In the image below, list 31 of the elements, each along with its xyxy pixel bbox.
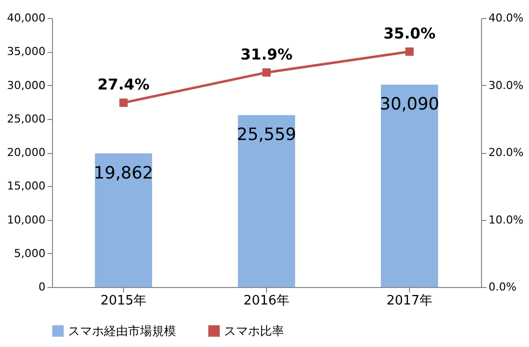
y-tick-label: 25,000 [7, 112, 46, 126]
y-tick-label: 5,000 [14, 246, 46, 260]
y2-tick-label: 10.0% [488, 213, 524, 226]
legend-label: スマホ比率 [224, 324, 284, 338]
point [405, 47, 414, 56]
data-label: 25,559 [236, 125, 296, 146]
y-tick-label: 20,000 [7, 146, 46, 159]
y2-tick-label: 30.0% [488, 78, 524, 92]
bar [94, 153, 152, 287]
x-tick-label: 2016年 [243, 294, 290, 308]
x-tick-label: 2015年 [100, 294, 147, 308]
data-label: 19,862 [94, 163, 154, 184]
y-tick-label: 15,000 [7, 180, 46, 193]
data-label: 27.4% [97, 76, 150, 94]
data-label: 30,090 [380, 94, 440, 115]
data-label: 31.9% [240, 45, 293, 64]
x-tick-label: 2017年 [386, 294, 433, 308]
bar [380, 84, 438, 287]
y2-tick-label: 40.0% [488, 12, 524, 24]
y-tick-label: 0 [38, 280, 46, 294]
y2-tick-label: 0.0% [488, 280, 516, 294]
data-label: 35.0% [383, 24, 436, 43]
bar [238, 115, 296, 287]
y-tick-label: 10,000 [7, 213, 46, 226]
legend-label: スマホ経由市場規模 [68, 324, 176, 338]
y-tick-label: 40,000 [7, 12, 46, 24]
y2-tick-label: 20.0% [488, 146, 524, 159]
y-tick-label: 30,000 [7, 78, 46, 92]
point [262, 68, 271, 77]
y-tick-label: 35,000 [7, 45, 46, 58]
point [119, 98, 128, 107]
